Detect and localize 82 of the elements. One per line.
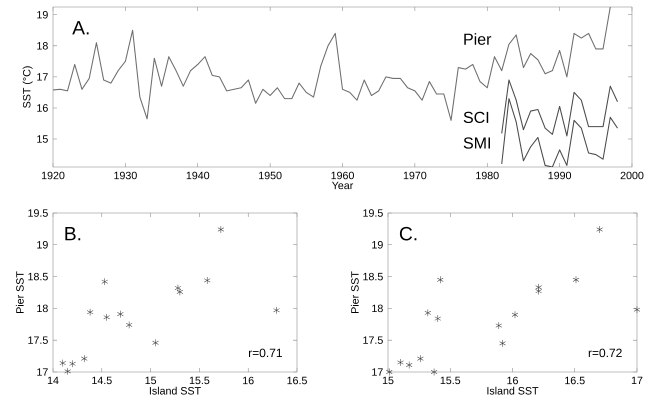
point (103, 314, 110, 322)
point (126, 321, 132, 329)
annotation: r=0.72 (588, 348, 622, 358)
series-label: Pier (464, 33, 492, 45)
y-tick-label: 17.5 (363, 336, 383, 344)
annotation: r=0.71 (248, 348, 282, 358)
point (397, 358, 404, 366)
x-tick-label: 15 (382, 376, 394, 384)
x-tick-label: 1980 (476, 172, 499, 180)
series-label: SMI (464, 137, 490, 149)
point (273, 306, 280, 314)
y-tick-label: 19 (37, 10, 48, 19)
y-tick-label: 16 (37, 104, 48, 112)
point (117, 310, 124, 318)
point (596, 226, 603, 234)
x-axis-title: Island SST (150, 386, 201, 395)
x-tick-label: 16 (507, 376, 518, 384)
y-tick-label: 19 (37, 241, 48, 249)
point (406, 361, 412, 369)
y-tick-label: 18 (37, 304, 48, 312)
x-tick-label: 15 (145, 376, 156, 384)
x-tick-label: 1950 (259, 172, 282, 180)
point (572, 276, 580, 284)
y-tick-label: 18 (37, 42, 48, 50)
point (499, 340, 506, 348)
x-tick-label: 16.5 (287, 376, 307, 384)
x-tick-label: 14.5 (92, 376, 112, 384)
point (434, 314, 442, 322)
point (80, 354, 88, 362)
point (101, 278, 108, 286)
y-tick-label: 17 (372, 368, 383, 376)
point (86, 308, 94, 316)
annotation: C. (400, 226, 416, 240)
point (535, 284, 542, 292)
annotation: B. (65, 227, 80, 240)
point (152, 338, 159, 346)
point (417, 354, 424, 362)
series-label: SCI (464, 112, 488, 124)
y-axis-title: SST (°C) (22, 66, 33, 108)
point (174, 284, 182, 292)
y-axis-title: Pier SST (350, 271, 359, 313)
point (512, 311, 518, 318)
point (69, 360, 76, 368)
point (496, 322, 502, 330)
x-tick-label: 16 (243, 376, 254, 384)
x-tick-label: 15.5 (440, 376, 460, 384)
y-axis-title: Pier SST (16, 271, 24, 313)
point (176, 288, 184, 296)
x-tick-label: 2000 (620, 172, 644, 180)
y-tick-label: 19 (372, 241, 383, 249)
x-tick-label: 1990 (548, 172, 572, 180)
x-tick-label: 1930 (114, 172, 137, 180)
point (64, 368, 71, 376)
point (218, 226, 224, 234)
y-tick-label: 15 (37, 135, 48, 143)
x-tick-label: 14 (48, 376, 59, 384)
y-tick-label: 17.5 (28, 336, 48, 344)
y-tick-label: 17 (37, 368, 48, 376)
y-tick-label: 18 (372, 304, 383, 312)
point (634, 306, 640, 314)
y-tick-label: 18.5 (363, 272, 383, 280)
x-tick-label: 1960 (331, 172, 354, 180)
point (437, 276, 444, 284)
point (386, 368, 393, 376)
x-tick-label: 1920 (42, 172, 64, 180)
x-axis-title: Island SST (487, 386, 538, 395)
y-tick-label: 19.5 (28, 209, 48, 217)
annotation: A. (72, 21, 89, 34)
y-tick-label: 19.5 (363, 209, 383, 217)
point (424, 309, 432, 317)
point (204, 276, 210, 284)
y-tick-label: 18.5 (28, 272, 48, 280)
y-tick-label: 17 (37, 73, 48, 81)
point (60, 359, 66, 367)
x-tick-label: 1970 (404, 172, 426, 180)
x-tick-label: 17 (632, 376, 642, 384)
point (430, 368, 438, 376)
x-axis-title: Year (332, 182, 354, 190)
x-tick-label: 15.5 (190, 376, 210, 384)
x-tick-label: 16.5 (565, 376, 585, 384)
x-tick-label: 1940 (186, 172, 210, 180)
point (535, 287, 542, 295)
